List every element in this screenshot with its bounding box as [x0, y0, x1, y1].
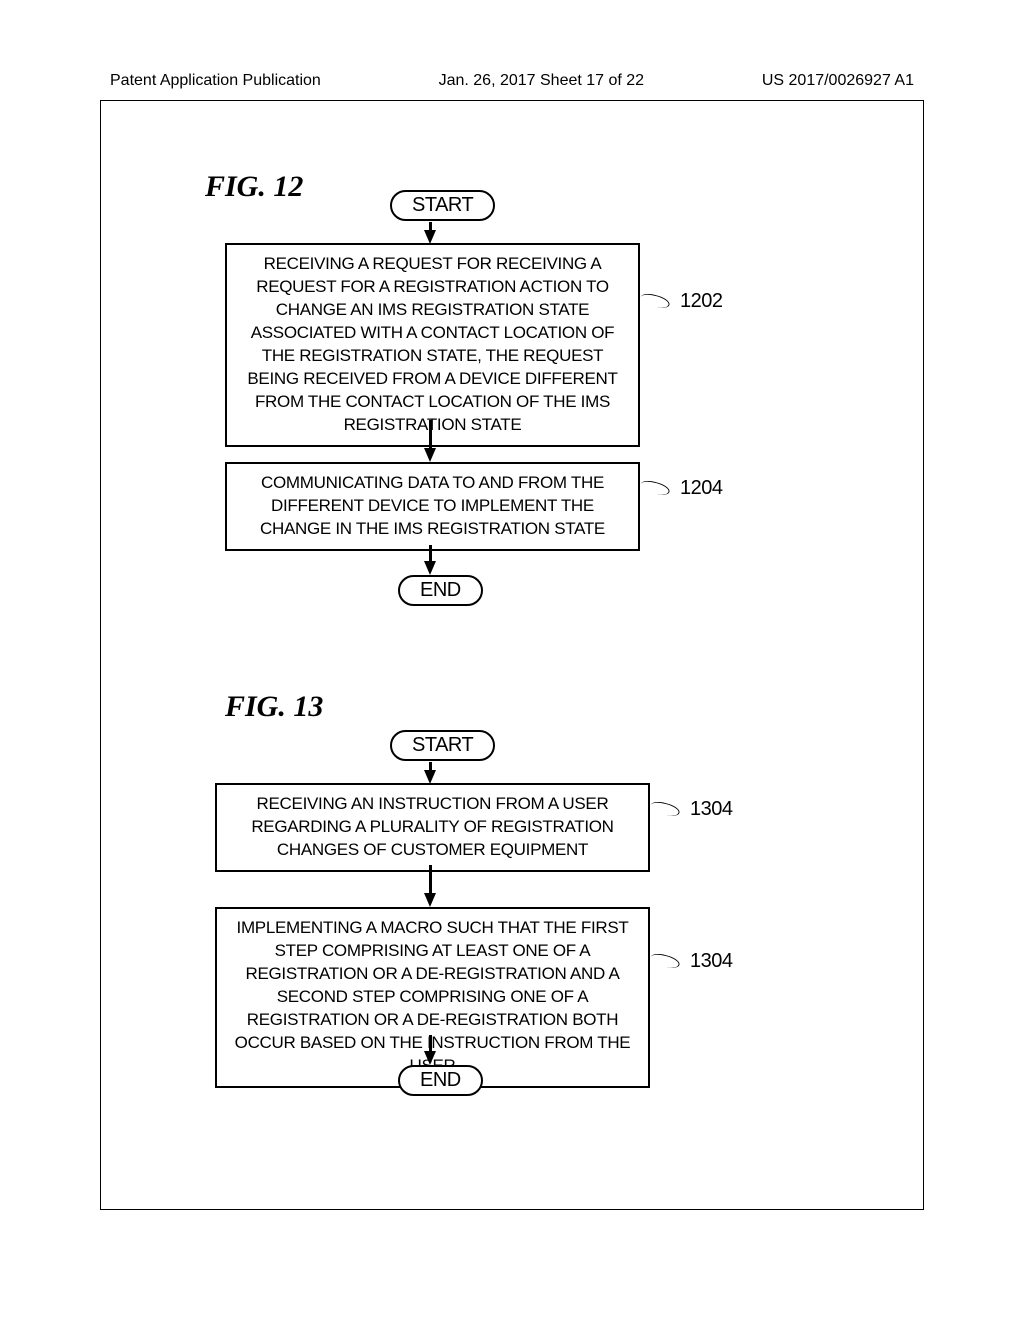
fig12-ref1: 1202	[680, 290, 723, 313]
fig13-ref2: 1304	[690, 950, 733, 973]
arrow-head-icon	[424, 230, 436, 244]
arrow-head-icon	[424, 770, 436, 784]
fig12-label: FIG. 12	[205, 170, 303, 204]
fig12-ref2: 1204	[680, 477, 723, 500]
fig13-label: FIG. 13	[225, 690, 323, 724]
arrow-head-icon	[424, 561, 436, 575]
fig13-end-terminal: END	[398, 1065, 483, 1096]
fig12-end-terminal: END	[398, 575, 483, 606]
arrow-line	[429, 865, 432, 895]
fig12-box2: COMMUNICATING DATA TO AND FROM THE DIFFE…	[225, 462, 640, 551]
page-header: Patent Application Publication Jan. 26, …	[0, 72, 1024, 90]
arrow-head-icon	[424, 893, 436, 907]
fig13-ref1: 1304	[690, 798, 733, 821]
fig13-box1: RECEIVING AN INSTRUCTION FROM A USER REG…	[215, 783, 650, 872]
header-left: Patent Application Publication	[110, 72, 321, 90]
fig13-start-terminal: START	[390, 730, 495, 761]
header-center: Jan. 26, 2017 Sheet 17 of 22	[439, 72, 645, 90]
fig12-box1: RECEIVING A REQUEST FOR RECEIVING A REQU…	[225, 243, 640, 447]
arrow-head-icon	[424, 1051, 436, 1065]
header-right: US 2017/0026927 A1	[762, 72, 914, 90]
arrow-head-icon	[424, 448, 436, 462]
fig12-start-terminal: START	[390, 190, 495, 221]
arrow-line	[429, 420, 432, 450]
